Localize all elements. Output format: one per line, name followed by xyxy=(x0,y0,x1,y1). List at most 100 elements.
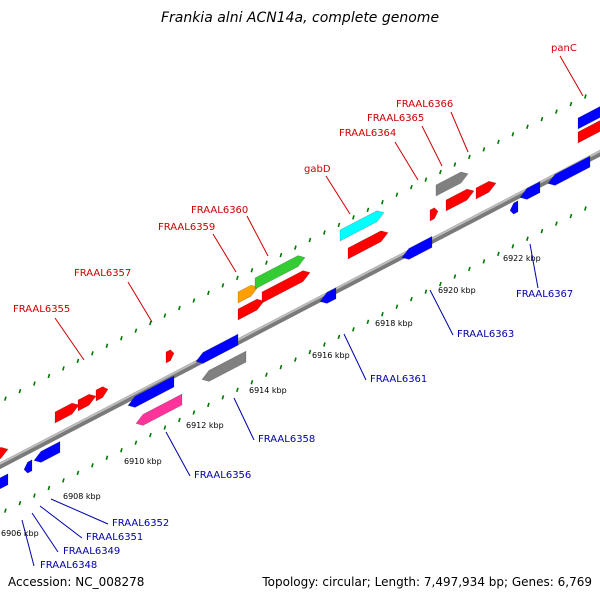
scale-tick-label: 6908 kbp xyxy=(63,492,101,501)
reverse-track-dot xyxy=(584,206,587,211)
forward-track-dot xyxy=(410,184,413,190)
reverse-gene-arrow xyxy=(195,333,239,364)
reverse-track-dot xyxy=(439,281,442,287)
map-title: Frankia alni ACN14a, complete genome xyxy=(161,10,439,26)
forward-track-dot xyxy=(540,116,544,122)
reverse-track-dot xyxy=(47,485,51,491)
reverse-gene-label: FRAAL6356 xyxy=(194,470,251,481)
forward-track-dot xyxy=(366,207,370,213)
scale-tick-label: 6918 kbp xyxy=(375,319,413,328)
forward-gene-label: FRAAL6357 xyxy=(74,268,131,279)
reverse-track-dot xyxy=(134,440,138,445)
reverse-gene-label: FRAAL6348 xyxy=(40,560,97,571)
forward-track-dot xyxy=(424,177,428,182)
reverse-gene-arrow xyxy=(319,287,337,304)
reverse-track-dot xyxy=(105,455,109,461)
forward-track-dot xyxy=(33,381,36,386)
forward-track-dot xyxy=(294,245,297,250)
forward-track-dot xyxy=(279,252,283,258)
reverse-track-dot xyxy=(453,274,457,279)
reverse-track-dot xyxy=(308,349,312,355)
forward-track-dot xyxy=(352,215,355,220)
gene-features xyxy=(0,106,600,490)
forward-callout-line xyxy=(394,141,419,181)
forward-callout-line xyxy=(54,317,85,361)
reverse-gene-label: FRAAL6352 xyxy=(112,518,169,529)
forward-callout-line xyxy=(450,111,469,153)
forward-callout-line xyxy=(421,125,443,167)
forward-gene-label: FRAAL6359 xyxy=(158,222,215,233)
forward-track-dot xyxy=(497,139,500,145)
forward-gene-label: FRAAL6355 xyxy=(13,304,70,315)
forward-track-dot xyxy=(105,343,109,349)
scale-tick-label: 6910 kbp xyxy=(124,457,162,466)
reverse-gene-label: FRAAL6367 xyxy=(516,289,573,300)
reverse-track-dot xyxy=(555,221,558,226)
reverse-track-dot xyxy=(163,425,167,430)
forward-track-dot xyxy=(468,154,471,160)
forward-gene-label: gabD xyxy=(304,164,331,175)
forward-track-dot xyxy=(453,162,457,167)
reverse-gene-arrow xyxy=(201,350,247,382)
forward-callout-line xyxy=(246,215,269,257)
scale-tick-label: 6912 kbp xyxy=(186,421,224,430)
forward-gene-arrow xyxy=(165,349,175,364)
gene-callouts: FRAAL6355 FRAAL6357 FRAAL6359 FRAAL6360 gabD… xyxy=(13,43,584,571)
reverse-track-dot xyxy=(192,410,196,415)
reverse-track-dot xyxy=(207,402,210,408)
reverse-track-dot xyxy=(410,296,413,302)
reverse-callout-line xyxy=(165,431,191,477)
forward-track-dot xyxy=(511,132,515,137)
forward-track-dot xyxy=(337,222,341,228)
reverse-track-dot xyxy=(366,319,370,325)
forward-callout-line xyxy=(212,233,237,273)
reverse-track-dot xyxy=(33,493,36,498)
scale-tick-label: 6916 kbp xyxy=(312,351,350,360)
forward-track-dot xyxy=(4,396,7,401)
reverse-gene-arrow xyxy=(127,375,175,408)
forward-gene-arrow xyxy=(237,298,265,321)
forward-track-dot xyxy=(178,305,181,311)
reverse-track-dot xyxy=(337,334,341,340)
scale-tick-label: 6922 kbp xyxy=(503,254,541,263)
forward-track-dot xyxy=(555,109,558,114)
forward-gene-arrow xyxy=(339,210,385,242)
forward-track-dot xyxy=(76,358,80,364)
forward-track-dot xyxy=(439,169,442,175)
reverse-gene-label: FRAAL6361 xyxy=(370,374,427,385)
genome-backbone xyxy=(0,149,600,470)
reverse-gene-arrow xyxy=(401,235,433,260)
dotted-guides xyxy=(4,94,587,513)
forward-gene-arrow xyxy=(577,120,600,144)
forward-track-dot xyxy=(250,268,254,273)
forward-gene-label: FRAAL6366 xyxy=(396,99,453,110)
forward-track-dot xyxy=(47,373,51,379)
reverse-track-dot xyxy=(76,470,80,476)
scale-tick-label: 6914 kbp xyxy=(249,386,287,395)
forward-gene-arrow xyxy=(0,446,9,460)
forward-gene-arrow xyxy=(254,255,306,290)
reverse-track-dot xyxy=(294,357,297,362)
forward-gene-arrow xyxy=(429,207,439,222)
reverse-track-dot xyxy=(352,327,355,332)
forward-track-dot xyxy=(395,192,399,197)
reverse-track-dot xyxy=(178,417,181,423)
forward-gene-arrow xyxy=(435,171,469,197)
forward-track-dot xyxy=(323,230,326,235)
forward-track-dot xyxy=(236,275,239,281)
forward-track-dot xyxy=(526,124,529,129)
forward-callout-line xyxy=(559,55,584,97)
forward-track-dot xyxy=(381,200,384,205)
forward-gene-arrow xyxy=(54,402,80,424)
reverse-track-dot xyxy=(497,251,500,257)
reverse-track-dot xyxy=(250,380,254,385)
reverse-track-dot xyxy=(511,244,515,249)
forward-gene-arrow xyxy=(347,230,389,260)
reverse-track-dot xyxy=(569,213,573,219)
reverse-track-dot xyxy=(424,289,428,294)
reverse-track-dot xyxy=(4,508,7,513)
forward-gene-label: FRAAL6365 xyxy=(367,113,424,124)
reverse-track-dot xyxy=(468,266,471,272)
forward-gene-label: panC xyxy=(551,43,577,54)
reverse-track-dot xyxy=(236,387,239,393)
